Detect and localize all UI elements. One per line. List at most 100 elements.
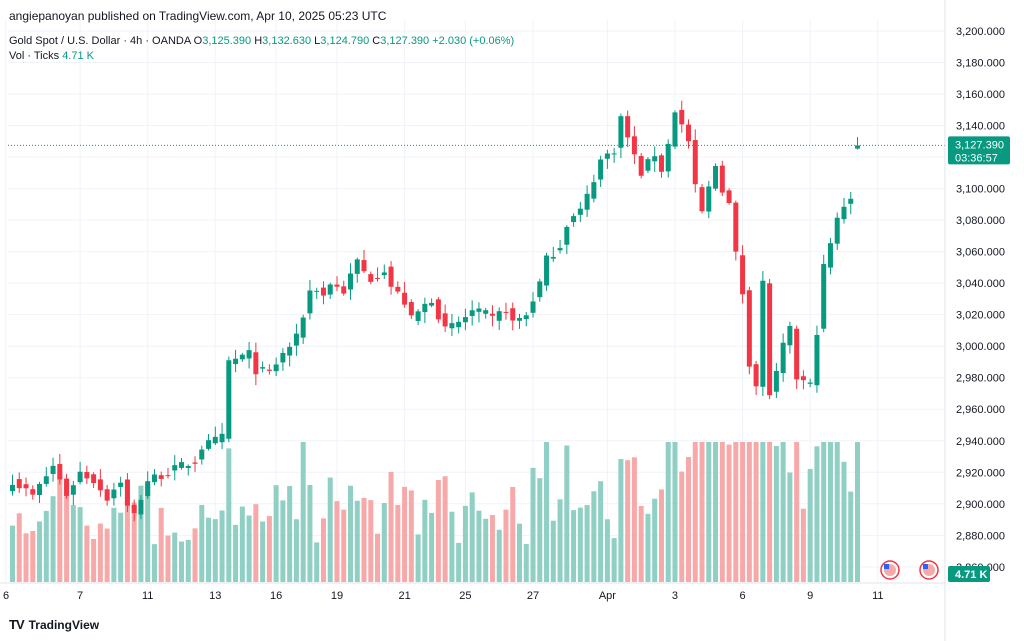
candle-body[interactable] — [746, 290, 752, 367]
candle-body[interactable] — [145, 481, 151, 497]
candle-body[interactable] — [523, 315, 529, 320]
candle-body[interactable] — [23, 484, 29, 489]
candle-body[interactable] — [43, 476, 49, 484]
candle-body[interactable] — [706, 186, 712, 212]
candle-body[interactable] — [631, 136, 637, 155]
candle-body[interactable] — [320, 287, 326, 296]
candle-body[interactable] — [179, 462, 184, 468]
candle-body[interactable] — [206, 440, 212, 449]
candle-body[interactable] — [266, 369, 272, 371]
candle-body[interactable] — [233, 358, 239, 365]
candle-body[interactable] — [564, 226, 570, 245]
candle-body[interactable] — [544, 255, 550, 286]
candle-body[interactable] — [604, 153, 610, 159]
candle-body[interactable] — [537, 281, 543, 298]
candle-body[interactable] — [760, 280, 766, 387]
candle-body[interactable] — [388, 266, 394, 287]
candle-body[interactable] — [469, 310, 475, 316]
candle-body[interactable] — [246, 350, 252, 359]
candle-body[interactable] — [449, 323, 455, 329]
candle-body[interactable] — [334, 284, 340, 287]
candle-body[interactable] — [625, 116, 631, 138]
candle-body[interactable] — [212, 436, 218, 444]
candle-body[interactable] — [753, 364, 759, 387]
candle-body[interactable] — [780, 342, 786, 374]
candle-body[interactable] — [530, 301, 536, 313]
candle-body[interactable] — [442, 313, 448, 327]
candle-body[interactable] — [740, 255, 746, 295]
candle-body[interactable] — [598, 159, 604, 180]
candle-body[interactable] — [713, 166, 719, 189]
candle-body[interactable] — [638, 156, 644, 176]
candle-body[interactable] — [50, 465, 56, 474]
candle-body[interactable] — [800, 376, 806, 381]
candle-body[interactable] — [422, 303, 428, 313]
candle-body[interactable] — [158, 475, 164, 479]
candle-body[interactable] — [672, 112, 678, 147]
candle-body[interactable] — [10, 484, 15, 492]
candle-body[interactable] — [652, 156, 658, 162]
candle-body[interactable] — [645, 159, 651, 171]
candle-body[interactable] — [821, 264, 827, 329]
candle-body[interactable] — [165, 475, 171, 477]
candle-body[interactable] — [496, 311, 502, 321]
candle-body[interactable] — [280, 352, 286, 363]
candle-body[interactable] — [30, 489, 36, 495]
candle-body[interactable] — [686, 124, 691, 142]
candle-body[interactable] — [260, 367, 266, 369]
candle-body[interactable] — [64, 478, 70, 496]
candle-body[interactable] — [767, 283, 773, 396]
candle-body[interactable] — [375, 277, 381, 279]
candle-body[interactable] — [131, 504, 137, 514]
candle-body[interactable] — [192, 462, 198, 464]
candle-body[interactable] — [327, 284, 333, 295]
us-event-flag-icon[interactable] — [880, 560, 900, 580]
symbol-name[interactable]: Gold Spot / U.S. Dollar · 4h · OANDA — [9, 35, 191, 47]
candle-body[interactable] — [354, 259, 360, 274]
candle-body[interactable] — [273, 364, 279, 372]
candle-body[interactable] — [151, 474, 157, 483]
candle-body[interactable] — [476, 308, 482, 312]
candle-body[interactable] — [719, 165, 725, 193]
candle-body[interactable] — [807, 382, 813, 384]
candle-body[interactable] — [408, 302, 414, 316]
candle-body[interactable] — [855, 145, 860, 149]
candle-body[interactable] — [348, 273, 353, 290]
candle-body[interactable] — [57, 464, 63, 480]
candle-body[interactable] — [679, 109, 685, 125]
candle-body[interactable] — [341, 286, 347, 294]
candle-body[interactable] — [185, 465, 191, 468]
candle-body[interactable] — [550, 256, 556, 259]
candle-body[interactable] — [841, 206, 847, 220]
candle-body[interactable] — [557, 248, 563, 251]
candle-body[interactable] — [618, 116, 624, 148]
candle-body[interactable] — [848, 198, 854, 204]
candle-body[interactable] — [503, 311, 509, 313]
candle-body[interactable] — [577, 208, 583, 215]
candle-body[interactable] — [97, 479, 103, 491]
candle-body[interactable] — [287, 346, 293, 356]
candle-body[interactable] — [435, 299, 441, 320]
candle-body[interactable] — [794, 328, 800, 380]
candle-body[interactable] — [381, 272, 387, 276]
candle-body[interactable] — [124, 479, 130, 506]
candle-body[interactable] — [584, 193, 590, 210]
candle-body[interactable] — [692, 140, 698, 185]
candle-body[interactable] — [226, 360, 232, 439]
candle-body[interactable] — [307, 290, 313, 314]
candle-body[interactable] — [395, 286, 401, 292]
candle-body[interactable] — [402, 292, 408, 305]
candle-body[interactable] — [429, 302, 435, 306]
candle-body[interactable] — [510, 308, 516, 321]
candle-body[interactable] — [591, 182, 597, 199]
candle-body[interactable] — [361, 260, 367, 272]
tradingview-logo[interactable]: TV TradingView — [9, 617, 99, 632]
candle-body[interactable] — [699, 187, 705, 212]
candle-body[interactable] — [239, 354, 245, 360]
candle-body[interactable] — [293, 333, 299, 346]
candle-body[interactable] — [118, 482, 124, 487]
candle-body[interactable] — [665, 143, 671, 172]
candle-body[interactable] — [199, 449, 205, 460]
candle-body[interactable] — [104, 489, 110, 501]
